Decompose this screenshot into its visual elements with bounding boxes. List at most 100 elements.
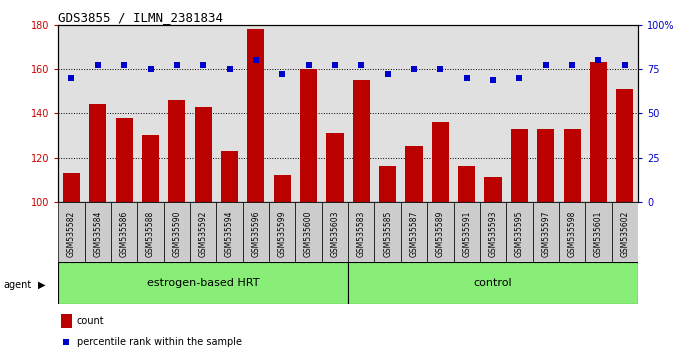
Bar bbox=[248, 29, 265, 202]
Point bbox=[224, 66, 235, 72]
Text: count: count bbox=[77, 316, 104, 326]
Bar bbox=[164, 202, 190, 262]
Text: GSM535600: GSM535600 bbox=[304, 211, 313, 257]
Bar bbox=[612, 25, 638, 202]
Bar bbox=[511, 129, 528, 202]
Bar bbox=[453, 25, 480, 202]
Bar bbox=[353, 80, 370, 202]
Point bbox=[119, 63, 130, 68]
Point bbox=[514, 75, 525, 81]
Point bbox=[567, 63, 578, 68]
Bar bbox=[375, 25, 401, 202]
Bar bbox=[559, 202, 585, 262]
Text: GSM535591: GSM535591 bbox=[462, 211, 471, 257]
Bar bbox=[116, 118, 133, 202]
Point bbox=[303, 63, 314, 68]
Point bbox=[593, 57, 604, 63]
Bar bbox=[221, 151, 238, 202]
Point bbox=[250, 57, 261, 63]
Bar bbox=[269, 25, 296, 202]
Bar bbox=[480, 202, 506, 262]
Point bbox=[276, 72, 287, 77]
Bar bbox=[612, 202, 638, 262]
Text: ▶: ▶ bbox=[38, 280, 45, 290]
Text: GSM535598: GSM535598 bbox=[567, 211, 577, 257]
Bar bbox=[405, 147, 423, 202]
Bar bbox=[506, 25, 532, 202]
Bar bbox=[401, 25, 427, 202]
Bar bbox=[585, 25, 612, 202]
Bar bbox=[375, 202, 401, 262]
Text: GSM535594: GSM535594 bbox=[225, 211, 234, 257]
Bar bbox=[431, 122, 449, 202]
Bar bbox=[164, 25, 190, 202]
Bar bbox=[269, 202, 296, 262]
Bar bbox=[137, 25, 164, 202]
Text: GSM535602: GSM535602 bbox=[620, 211, 629, 257]
Bar bbox=[322, 25, 348, 202]
Bar bbox=[111, 25, 137, 202]
Bar bbox=[458, 166, 475, 202]
Bar bbox=[216, 25, 243, 202]
Text: GSM535587: GSM535587 bbox=[410, 211, 418, 257]
Text: control: control bbox=[474, 278, 512, 288]
Bar bbox=[243, 25, 269, 202]
Text: GSM535592: GSM535592 bbox=[199, 211, 208, 257]
Bar bbox=[84, 25, 111, 202]
Point bbox=[66, 75, 77, 81]
Point bbox=[198, 63, 209, 68]
Text: agent: agent bbox=[3, 280, 32, 290]
Bar bbox=[137, 202, 164, 262]
Text: GSM535597: GSM535597 bbox=[541, 211, 550, 257]
Point bbox=[61, 339, 72, 345]
Point bbox=[619, 63, 630, 68]
Bar bbox=[195, 107, 212, 202]
Bar bbox=[532, 25, 559, 202]
Text: GSM535599: GSM535599 bbox=[278, 211, 287, 257]
Bar bbox=[427, 25, 453, 202]
Bar bbox=[243, 202, 269, 262]
Bar bbox=[327, 133, 344, 202]
Bar bbox=[453, 202, 480, 262]
Text: GSM535603: GSM535603 bbox=[331, 211, 340, 257]
Bar bbox=[296, 25, 322, 202]
Bar bbox=[300, 69, 317, 202]
Point bbox=[329, 63, 340, 68]
Bar bbox=[537, 129, 554, 202]
Point bbox=[172, 63, 182, 68]
Bar bbox=[506, 202, 532, 262]
Point bbox=[409, 66, 420, 72]
Point bbox=[382, 72, 393, 77]
Bar bbox=[590, 62, 607, 202]
Bar bbox=[89, 104, 106, 202]
Bar bbox=[559, 25, 585, 202]
Bar bbox=[111, 202, 137, 262]
Bar bbox=[322, 202, 348, 262]
Bar bbox=[427, 202, 453, 262]
Bar bbox=[168, 100, 185, 202]
Bar bbox=[296, 202, 322, 262]
Bar bbox=[58, 262, 348, 304]
Bar bbox=[84, 202, 111, 262]
Bar bbox=[58, 25, 84, 202]
Bar bbox=[480, 25, 506, 202]
Point bbox=[356, 63, 367, 68]
Text: GSM535583: GSM535583 bbox=[357, 211, 366, 257]
Point bbox=[435, 66, 446, 72]
Text: GSM535601: GSM535601 bbox=[594, 211, 603, 257]
Bar bbox=[216, 202, 243, 262]
Bar bbox=[563, 129, 580, 202]
Bar bbox=[274, 175, 291, 202]
Point bbox=[145, 66, 156, 72]
Bar bbox=[379, 166, 397, 202]
Text: GSM535582: GSM535582 bbox=[67, 211, 76, 257]
Text: percentile rank within the sample: percentile rank within the sample bbox=[77, 337, 242, 347]
Text: GSM535596: GSM535596 bbox=[252, 211, 261, 257]
Bar bbox=[348, 202, 375, 262]
Bar bbox=[61, 314, 71, 328]
Point bbox=[93, 63, 104, 68]
Text: GSM535590: GSM535590 bbox=[172, 211, 181, 257]
Text: GSM535586: GSM535586 bbox=[119, 211, 129, 257]
Bar bbox=[190, 202, 216, 262]
Text: GDS3855 / ILMN_2381834: GDS3855 / ILMN_2381834 bbox=[58, 11, 224, 24]
